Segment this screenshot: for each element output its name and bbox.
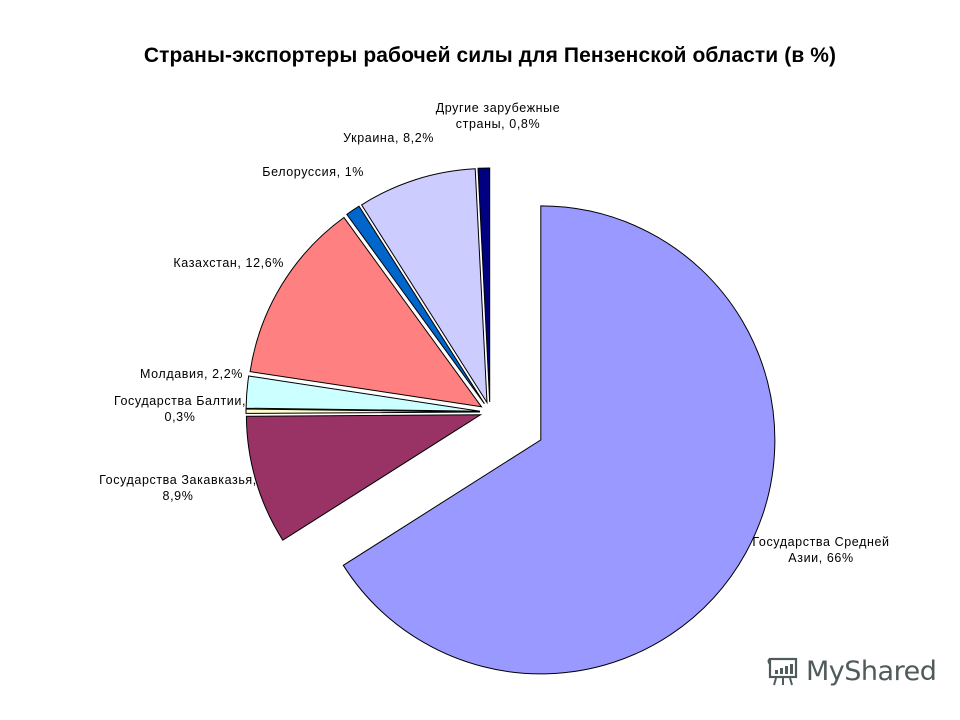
slice-ukraine (360, 168, 488, 405)
watermark: MyShared (766, 654, 937, 688)
label-baltic-line1: Государства Балтии, (113, 394, 247, 408)
slice-belarus (346, 205, 485, 404)
slice-baltic (245, 408, 481, 414)
label-other: Другие зарубежные страны, 0,8% (424, 100, 572, 132)
label-other-line2: страны, 0,8% (455, 117, 541, 131)
slice-other (477, 167, 491, 403)
label-ukraine: Украина, 8,2% (343, 131, 434, 145)
label-asia-line2: Азии, 66% (788, 551, 854, 565)
label-asia: Государства Средней Азии, 66% (748, 534, 894, 566)
slice-kazakhstan (249, 216, 483, 408)
label-belarus: Белоруссия, 1% (262, 165, 364, 179)
label-moldova: Молдавия, 2,2% (140, 367, 243, 381)
label-caucasus-line2: 8,9% (162, 489, 194, 503)
label-caucasus-line1: Государства Закавказья, (99, 473, 257, 487)
label-baltic: Государства Балтии, 0,3% (110, 393, 250, 425)
label-asia-line1: Государства Средней (752, 535, 890, 549)
label-kazakhstan: Казахстан, 12,6% (173, 256, 284, 270)
presentation-board-icon (767, 657, 798, 686)
slice-asia (342, 205, 776, 675)
label-caucasus: Государства Закавказья, 8,9% (92, 472, 264, 504)
label-baltic-line2: 0,3% (164, 410, 196, 424)
watermark-text: MyShared (806, 655, 937, 687)
label-other-line1: Другие зарубежные (435, 101, 561, 115)
slice-moldova (245, 375, 481, 412)
chart-title: Страны-экспортеры рабочей силы для Пензе… (143, 44, 837, 67)
slice-caucasus (245, 414, 483, 541)
